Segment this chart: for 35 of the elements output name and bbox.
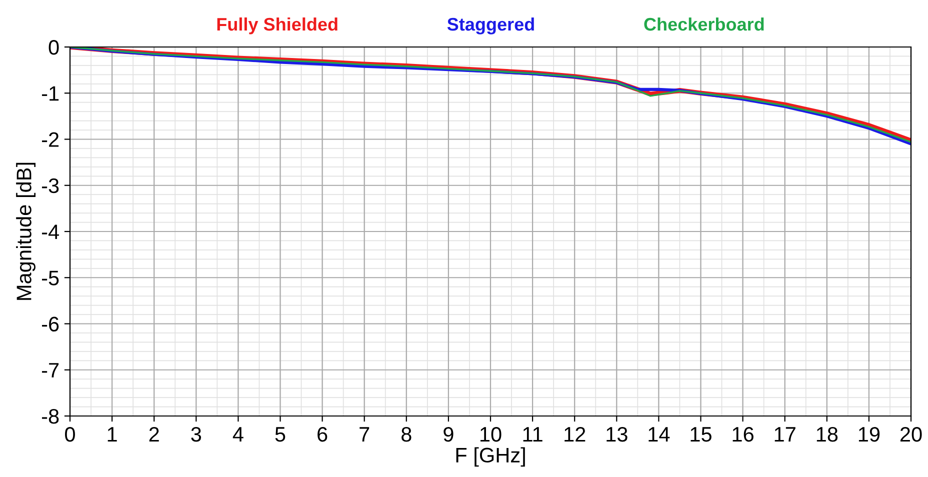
y-tick-label: -2 <box>42 132 59 147</box>
text: Checkerboard <box>644 17 764 31</box>
y-tick-label: -8 <box>42 409 59 424</box>
y-tick-label: -6 <box>42 316 59 332</box>
x-tick-label: 4 <box>232 427 244 442</box>
x-tick-label: 18 <box>816 426 838 442</box>
x-tick-label: 2 <box>149 426 159 442</box>
series-label: Fully Shielded <box>217 17 338 34</box>
x-axis-title: F [GHz] <box>456 447 525 467</box>
y-tick-label: -5 <box>42 270 59 286</box>
series-label: Staggered <box>447 17 534 34</box>
x-tick-label: 17 <box>774 427 796 442</box>
x-tick-label: 15 <box>690 427 712 442</box>
x-tick-label: 13 <box>606 426 628 442</box>
x-tick-label: 1 <box>108 427 117 442</box>
y-tick-label: -1 <box>42 86 59 101</box>
x-tick-label: 20 <box>900 426 922 442</box>
x-tick-label: 7 <box>360 427 370 442</box>
x-tick-label: 9 <box>444 426 454 442</box>
y-tick-label: -4 <box>42 224 59 240</box>
x-tick-label: 11 <box>523 427 542 442</box>
x-tick-label: 6 <box>318 426 328 442</box>
x-tick-label: 5 <box>275 427 286 442</box>
x-tick-label: 3 <box>191 426 202 442</box>
x-tick-label: 10 <box>480 426 502 442</box>
y-axis-title: Magnitude [dB] <box>16 162 36 300</box>
y-tick-label: 0 <box>48 40 59 55</box>
x-tick-label: 14 <box>648 427 670 442</box>
y-tick-label: -3 <box>42 178 59 194</box>
x-tick-label: 8 <box>402 426 412 442</box>
x-tick-label: 12 <box>564 426 586 442</box>
x-tick-label: 0 <box>65 426 75 442</box>
y-tick-label: -7 <box>42 363 59 378</box>
x-tick-label: 19 <box>858 426 880 442</box>
x-tick-label: 16 <box>732 426 754 442</box>
